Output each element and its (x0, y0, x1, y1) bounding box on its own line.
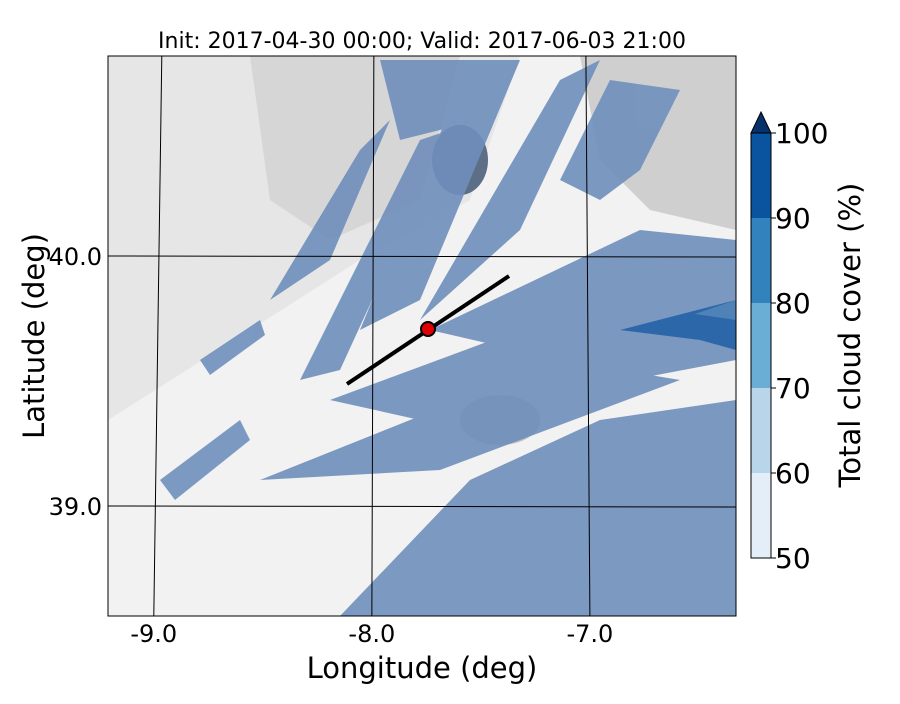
grid-line (108, 505, 736, 508)
grid-line (371, 56, 375, 616)
y-tick-label: 39.0 (49, 493, 102, 521)
colorbar-segment (751, 303, 771, 388)
colorbar-extend (750, 110, 772, 134)
colorbar-segment (751, 388, 771, 473)
x-tick-label: -8.0 (348, 620, 395, 648)
grid-line (108, 255, 736, 258)
grid-line (585, 56, 591, 616)
title: Init: 2017-04-30 00:00; Valid: 2017-06-0… (158, 29, 686, 54)
y-axis-label: Latitude (deg) (17, 233, 51, 439)
plot-frame (107, 55, 737, 617)
location-marker (420, 321, 436, 337)
colorbar-segment (751, 473, 771, 558)
colorbar-tick-label: 70 (775, 372, 811, 405)
colorbar-segment (751, 133, 771, 218)
colorbar-tick-label: 100 (775, 117, 828, 150)
y-tick-label: 40.0 (49, 243, 102, 271)
x-tick-label: -9.0 (130, 620, 177, 648)
colorbar-tick-label: 60 (775, 457, 811, 490)
x-axis-label: Longitude (deg) (307, 651, 538, 685)
colorbar-segment (751, 218, 771, 303)
colorbar-tick-label: 50 (775, 542, 811, 575)
grid-line (153, 56, 163, 616)
colorbar-frame (750, 132, 772, 559)
colorbar-label: Total cloud cover (%) (833, 183, 867, 489)
colorbar-tick-label: 90 (775, 202, 811, 235)
x-tick-label: -7.0 (566, 620, 613, 648)
colorbar-tick-label: 80 (775, 287, 811, 320)
map-imagery (108, 56, 736, 616)
